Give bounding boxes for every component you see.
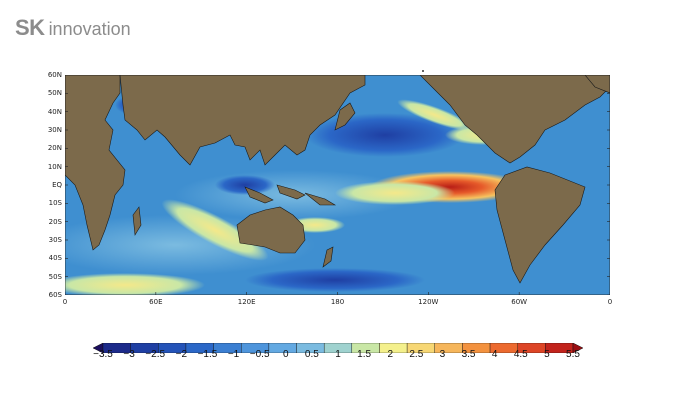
land-australia [236, 206, 306, 254]
latitude-label: 10N [47, 162, 62, 171]
land-masses [65, 75, 610, 284]
latitude-label: 40S [48, 254, 62, 263]
latitude-label: 20S [48, 217, 62, 226]
colorbar [92, 340, 584, 354]
colorbar-label: −1 [227, 349, 240, 360]
colorbar-label: 1 [335, 349, 341, 360]
longitude-label: 120E [237, 298, 256, 306]
colorbar-label: −0.5 [249, 349, 270, 360]
latitude-label: 20N [47, 144, 62, 153]
longitude-label: 60E [149, 298, 163, 306]
land-south-america [494, 166, 586, 284]
land-new-zealand [322, 246, 334, 268]
colorbar-label: −2.5 [145, 349, 166, 360]
latitude-label: 40N [47, 107, 62, 116]
latitude-label: EQ [52, 181, 62, 189]
colorbar-max-arrow [572, 342, 584, 354]
colorbar-label: 3 [439, 349, 446, 360]
longitude-label: 0 [62, 298, 68, 306]
warm-anomaly-indian-ocean [161, 199, 269, 261]
colorbar-label: 0.5 [304, 349, 319, 360]
land-north-america [419, 75, 610, 164]
colorbar-svg [92, 342, 584, 354]
colorbar-label: 1.5 [357, 349, 372, 360]
colorbar-label: −1.5 [197, 349, 218, 360]
colorbar-label: 4.5 [513, 349, 528, 360]
colorbar-label: 2.5 [409, 349, 424, 360]
latitude-label: 60N [47, 71, 62, 79]
latitude-label: 10S [48, 199, 62, 208]
latitude-label: 30N [47, 126, 62, 134]
colorbar-label: −2 [175, 349, 188, 360]
longitude-label: 60W [511, 298, 528, 306]
colorbar-label: 3.5 [461, 349, 476, 360]
land-madagascar [132, 206, 142, 236]
sst-anomaly-map [65, 75, 610, 295]
colorbar-label: 5.5 [566, 349, 580, 360]
colorbar-label: −3 [123, 349, 135, 360]
colorbar-label: 5 [544, 349, 550, 360]
colorbar-label: 0 [282, 349, 289, 360]
latitude-label: 50N [47, 89, 62, 98]
latitude-label: 30S [48, 236, 62, 244]
latitude-label: 50S [48, 272, 62, 281]
colorbar-label: −3.5 [93, 349, 113, 360]
axis-ticks [65, 75, 610, 295]
colorbar-label: 4 [491, 349, 498, 360]
land-indonesia [244, 184, 337, 206]
sst-anomaly-map-svg [65, 75, 610, 295]
brand-logo-mark: SK [15, 15, 45, 40]
land-eurasia [119, 75, 366, 166]
stray-dot [422, 70, 424, 72]
land-japan [334, 102, 356, 131]
land-greenland [584, 75, 610, 94]
colorbar-label: 2 [387, 349, 393, 360]
land-africa [65, 75, 126, 251]
brand-logo: SK innovation [15, 15, 131, 40]
longitude-label: 180 [330, 298, 345, 306]
latitude-label: 60S [48, 291, 62, 299]
longitude-label: 120W [418, 298, 439, 306]
brand-logo-text: innovation [48, 19, 131, 39]
longitude-label: 0 [607, 298, 613, 306]
